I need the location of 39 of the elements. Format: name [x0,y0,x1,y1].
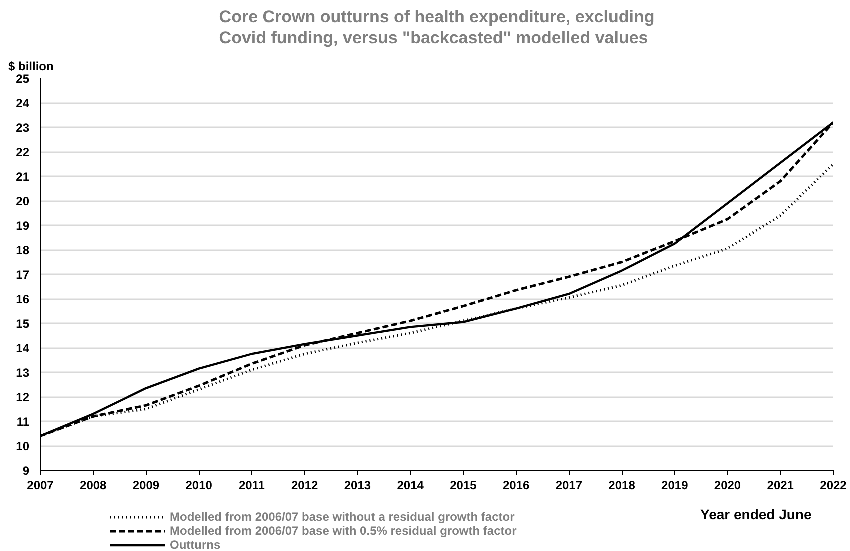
y-tick-label: 13 [16,366,30,380]
chart-title: Core Crown outturns of health expenditure, excluding Covid funding, versus "backcasted" modelled values [219,8,655,48]
x-tick-label: 2010 [186,478,213,492]
x-tick-label: 2022 [820,478,848,492]
y-tick-label: 16 [16,292,30,306]
y-axis-title: $ billion [8,60,54,74]
y-tick-label: 11 [16,415,30,429]
y-tick-label: 9 [22,464,30,478]
y-tick-label: 24 [16,96,30,110]
x-tick-label: 2017 [556,478,583,492]
y-tick-label: 18 [16,244,30,258]
x-tick-label: 2020 [714,478,742,492]
x-tick-label: 2013 [344,478,372,492]
y-tick-label: 15 [16,317,30,331]
y-tick-label: 17 [16,268,30,282]
x-tick-label: 2016 [502,478,530,492]
legend-label: Modelled from 2006/07 base with 0.5% residual growth factor [170,524,517,538]
y-tick-label: 22 [16,146,30,160]
legend-label: Modelled from 2006/07 base without a residual growth factor [170,510,515,524]
y-tick-label: 21 [16,170,30,184]
x-tick-label: 2015 [450,478,478,492]
x-axis-title: Year ended June [700,506,812,522]
x-tick-label: 2009 [132,478,160,492]
x-tick-label: 2011 [238,478,266,492]
y-tick-label: 20 [16,194,30,208]
y-tick-label: 25 [16,72,30,86]
x-tick-label: 2007 [27,478,54,492]
legend-label: Outturns [170,538,221,551]
x-tick-label: 2019 [662,478,689,492]
x-tick-label: 2008 [80,478,108,492]
y-tick-label: 12 [16,390,30,404]
x-tick-label: 2012 [291,478,319,492]
y-tick-label: 23 [16,121,30,135]
y-tick-label: 14 [16,342,30,356]
x-tick-label: 2018 [608,478,636,492]
x-tick-label: 2021 [767,478,794,492]
y-tick-label: 19 [16,219,30,233]
x-tick-label: 2014 [397,478,424,492]
y-tick-label: 10 [16,440,30,454]
